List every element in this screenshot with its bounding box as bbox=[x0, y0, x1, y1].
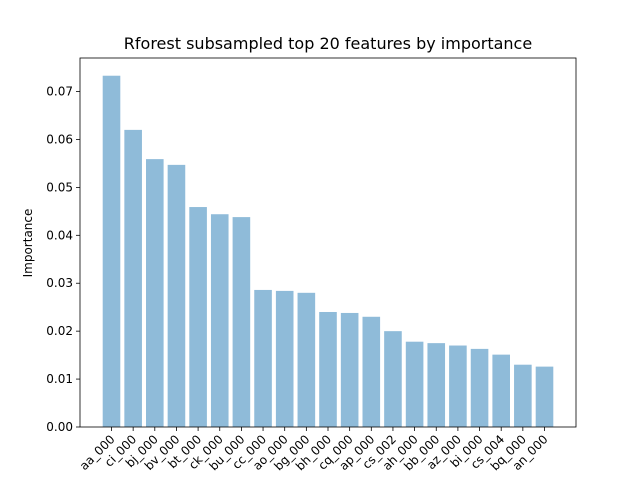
y-tick-label: 0.01 bbox=[46, 372, 73, 386]
chart-title: Rforest subsampled top 20 features by im… bbox=[124, 34, 532, 53]
bar-ao_000 bbox=[275, 290, 294, 427]
y-axis-label: Importance bbox=[21, 209, 35, 278]
bar-az_000 bbox=[449, 345, 467, 427]
bar-cq_000 bbox=[340, 312, 359, 427]
bar-bb_000 bbox=[427, 343, 446, 427]
bar-bt_000 bbox=[189, 207, 207, 427]
y-tick-label: 0.00 bbox=[46, 420, 73, 434]
y-tick-label: 0.06 bbox=[46, 132, 73, 146]
bar-ck_000 bbox=[210, 214, 229, 427]
bar-bv_000 bbox=[167, 164, 186, 427]
bar-an_000 bbox=[535, 366, 554, 427]
bar-bi_000 bbox=[470, 348, 489, 427]
bars-layer bbox=[102, 75, 554, 427]
y-axis: 0.00 0.01 0.02 0.03 0.04 0.05 0.06 0.07 bbox=[46, 85, 80, 434]
y-tick-label: 0.05 bbox=[46, 180, 73, 194]
x-axis: aa_000ci_000bj_000bv_000bt_000ck_000bu_0… bbox=[77, 427, 551, 473]
bar-cs_002 bbox=[384, 331, 402, 427]
bar-ci_000 bbox=[124, 129, 142, 427]
bar-ah_000 bbox=[405, 341, 424, 427]
plot-frame bbox=[79, 57, 577, 428]
y-tick-label: 0.04 bbox=[46, 228, 73, 242]
bar-bh_000 bbox=[319, 311, 337, 427]
y-tick-label: 0.02 bbox=[46, 324, 73, 338]
bar-cs_004 bbox=[492, 354, 510, 427]
bar-aa_000 bbox=[102, 75, 121, 427]
y-tick-label: 0.03 bbox=[46, 276, 73, 290]
bar-bj_000 bbox=[146, 159, 164, 427]
bar-bu_000 bbox=[232, 217, 251, 427]
y-tick-label: 0.07 bbox=[46, 85, 73, 99]
bar-cc_000 bbox=[254, 289, 272, 427]
bar-bq_000 bbox=[514, 364, 532, 427]
bar-ap_000 bbox=[362, 316, 381, 427]
bar-bg_000 bbox=[297, 292, 316, 427]
